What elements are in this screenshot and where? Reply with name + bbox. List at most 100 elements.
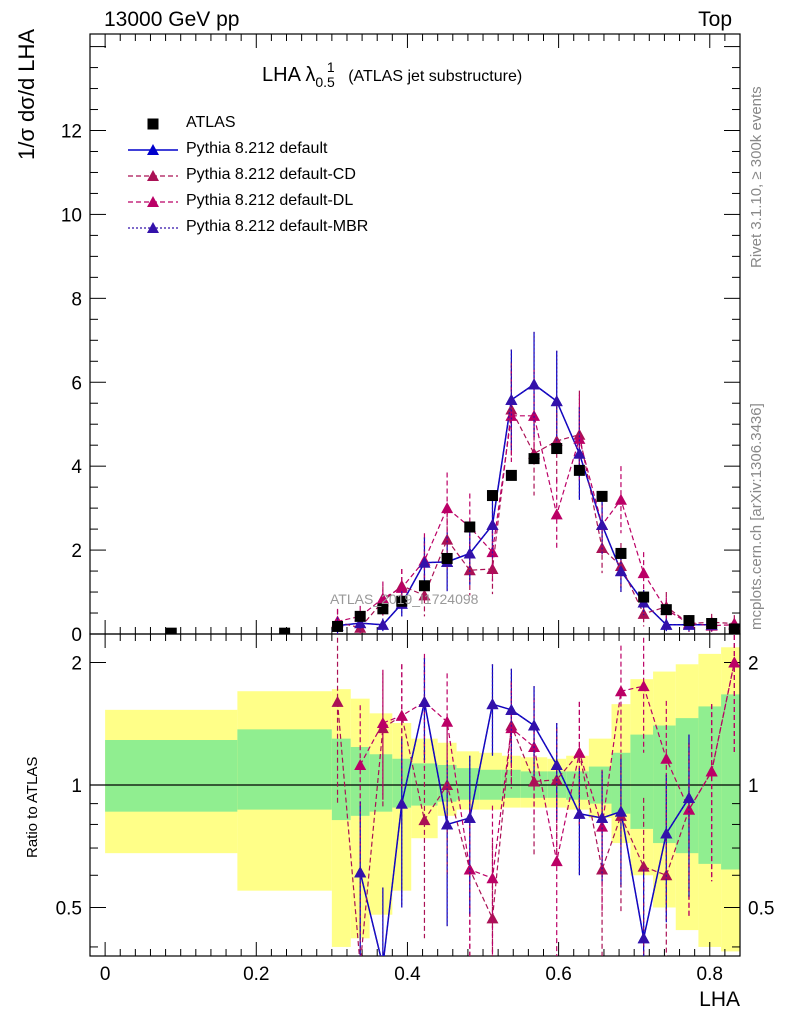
legend-marker-default: [147, 144, 159, 155]
ratio-point-mbr: [528, 719, 541, 731]
legend-symbol-default: [128, 144, 178, 155]
ratio-point-cd: [354, 960, 366, 971]
ratio-point-mbr: [377, 960, 389, 971]
ratio-point-dl: [637, 680, 650, 692]
ratio-point-mbr: [441, 818, 454, 830]
main-point-cd: [486, 562, 499, 574]
main-point-dl: [573, 432, 586, 444]
main-series-mbr: [331, 331, 718, 634]
main-point-atlas: [464, 521, 476, 533]
main-y-tick-label: 4: [71, 457, 82, 478]
ratio-point-mbr: [505, 703, 518, 715]
ratio-point-dl: [550, 855, 563, 867]
main-series-atlas: [165, 443, 740, 634]
ratio-line-mbr: [359, 701, 690, 956]
main-point-atlas: [441, 552, 453, 564]
ratio-point-dl: [354, 758, 367, 770]
ratio-point-dl: [728, 656, 740, 668]
ratio-point-mbr: [573, 807, 586, 819]
main-y-tick-label: 8: [71, 289, 82, 310]
legend-symbol-atlas: [147, 118, 159, 130]
ratio-series-mbr: [354, 658, 695, 971]
ratio-point-cd: [331, 695, 344, 707]
legend-symbol-cd: [128, 170, 178, 181]
legend-label-dl: Pythia 8.212 default-DL: [186, 192, 354, 209]
main-point-atlas: [615, 547, 627, 559]
main-point-mbr: [573, 447, 586, 459]
main-point-cd: [418, 589, 431, 601]
ratio-point-dl: [614, 685, 627, 697]
ratio-point-mbr: [596, 811, 609, 823]
ratio-y-tick-label-right: 0.5: [748, 898, 774, 919]
ratio-point-mbr: [395, 797, 408, 809]
x-tick-label: 0: [100, 964, 111, 985]
main-point-atlas: [165, 627, 177, 634]
main-point-mbr: [354, 617, 367, 629]
ratio-point-dl: [660, 752, 673, 764]
main-point-mbr: [614, 565, 627, 577]
ratio-point-mbr: [660, 827, 673, 839]
x-tick-label: 0.2: [243, 964, 269, 985]
main-point-atlas: [551, 443, 563, 455]
legend-marker-mbr: [147, 222, 159, 233]
ratio-band-outer: [369, 713, 393, 915]
ratio-panel-frame: [89, 633, 741, 957]
main-point-atlas: [332, 620, 344, 632]
main-point-atlas: [528, 453, 540, 465]
main-point-atlas: [706, 618, 718, 630]
legend-marker-atlas: [147, 118, 159, 130]
ratio-point-dl: [573, 746, 586, 758]
main-line-default: [337, 383, 712, 627]
main-point-dl: [528, 409, 541, 421]
legend-label-cd: Pythia 8.212 default-CD: [186, 166, 356, 183]
main-point-atlas: [354, 610, 366, 622]
ratio-point-mbr: [418, 695, 431, 707]
x-axis-label: LHA: [699, 988, 740, 1011]
main-point-atlas: [486, 490, 498, 502]
rivet-version-label: Rivet 3.1.10, ≥ 300k events: [748, 86, 765, 268]
main-point-mbr: [505, 393, 518, 405]
ratio-point-mbr: [354, 866, 367, 878]
ratio-point-dl: [505, 722, 518, 734]
main-point-cd: [637, 607, 650, 619]
main-point-atlas: [573, 464, 585, 476]
ratio-y-axis-label: Ratio to ATLAS: [24, 756, 41, 858]
main-point-atlas: [418, 580, 430, 592]
ratio-point-default: [377, 960, 389, 971]
ratio-point-dl: [596, 820, 609, 832]
x-tick-label: 0.6: [545, 964, 571, 985]
legend-marker-dl: [147, 196, 159, 207]
legend-symbol-dl: [128, 196, 178, 207]
ratio-band-inner: [456, 768, 480, 800]
ratio-point-mbr: [550, 758, 563, 770]
main-point-dl: [637, 567, 650, 579]
ratio-band-inner: [721, 694, 740, 870]
ratio-point-mbr: [614, 805, 627, 817]
main-point-atlas: [683, 615, 695, 627]
ratio-point-mbr: [463, 811, 476, 823]
ratio-point-mbr: [486, 698, 499, 710]
main-point-dl: [376, 592, 389, 604]
ratio-uncertainty-bands: [105, 647, 740, 952]
ratio-point-dl: [441, 715, 454, 727]
main-point-atlas: [396, 595, 408, 607]
ratio-band-inner: [675, 718, 699, 854]
ratio-point-dl: [486, 872, 499, 884]
legend-marker-cd: [147, 170, 159, 181]
ratio-band-inner: [105, 739, 238, 812]
ratio-point-dl: [376, 717, 389, 729]
main-point-mbr: [596, 518, 609, 530]
main-point-dl: [614, 493, 627, 505]
main-point-dl: [441, 502, 454, 514]
main-line-mbr: [337, 383, 712, 627]
plot-title-main: LHA λ: [262, 64, 316, 86]
legend-label-atlas: ATLAS: [186, 114, 236, 131]
main-point-dl: [395, 581, 408, 593]
ratio-series-layer: [331, 634, 740, 971]
x-tick-label: 0.8: [697, 964, 723, 985]
main-y-tick-label: 0: [71, 625, 82, 646]
plot-title: LHA λ0.51 (ATLAS jet substructure): [262, 59, 522, 90]
ratio-point-dl: [682, 803, 695, 815]
main-point-cd: [505, 403, 518, 415]
